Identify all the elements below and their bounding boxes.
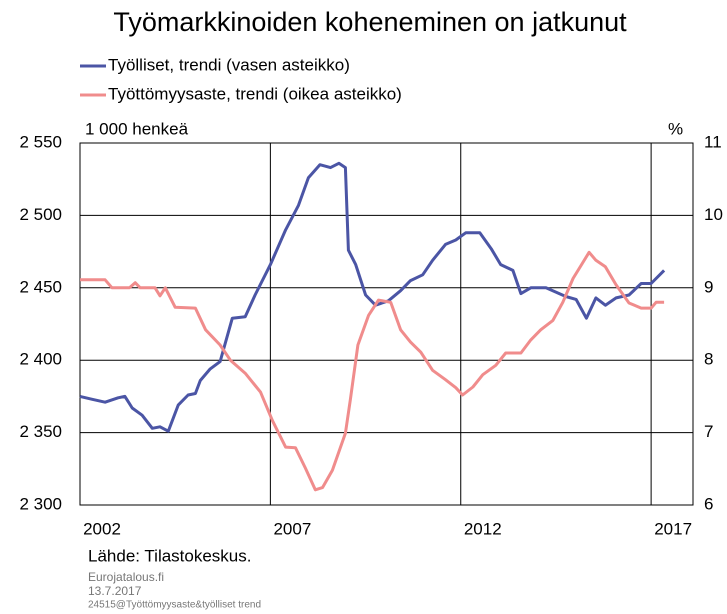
footer-note: 24515@Työttömyysaste&työlliset trend	[88, 600, 261, 611]
x-tick-label: 2007	[273, 519, 311, 538]
legend-label: Työttömyysaste, trendi (oikea asteikko)	[108, 84, 402, 103]
data-line	[80, 250, 665, 492]
y-tick-label: 2 350	[19, 422, 62, 441]
data-line	[79, 161, 666, 433]
chart-title: Työmarkkinoiden koheneminen on jatkunut	[113, 7, 627, 37]
y2-tick-label: 9	[704, 277, 713, 296]
plot-frame	[79, 142, 694, 506]
y2-tick-label: 6	[704, 494, 713, 513]
footer-note: 13.7.2017	[88, 584, 142, 598]
footer-note: Eurojatalous.fi	[88, 570, 164, 584]
y2-tick-label: 7	[704, 422, 713, 441]
x-tick-label: 2012	[464, 519, 502, 538]
y-tick-label: 2 500	[19, 205, 62, 224]
x-tick-label: 2002	[83, 519, 121, 538]
y-tick-label: 2 300	[19, 494, 62, 513]
y2-axis-label: %	[668, 119, 683, 138]
y-tick-label: 2 450	[19, 277, 62, 296]
y-tick-label: 2 550	[19, 132, 62, 151]
legend-label: Työlliset, trendi (vasen asteikko)	[108, 55, 350, 74]
source: Lähde: Tilastokeskus.	[88, 546, 251, 565]
y-tick-label: 2 400	[19, 350, 62, 369]
y2-tick-label: 10	[704, 205, 723, 224]
y2-tick-label: 11	[704, 132, 722, 151]
y-axis-label: 1 000 henkeä	[85, 119, 189, 138]
y2-tick-label: 8	[704, 350, 713, 369]
x-tick-label: 2017	[654, 519, 692, 538]
